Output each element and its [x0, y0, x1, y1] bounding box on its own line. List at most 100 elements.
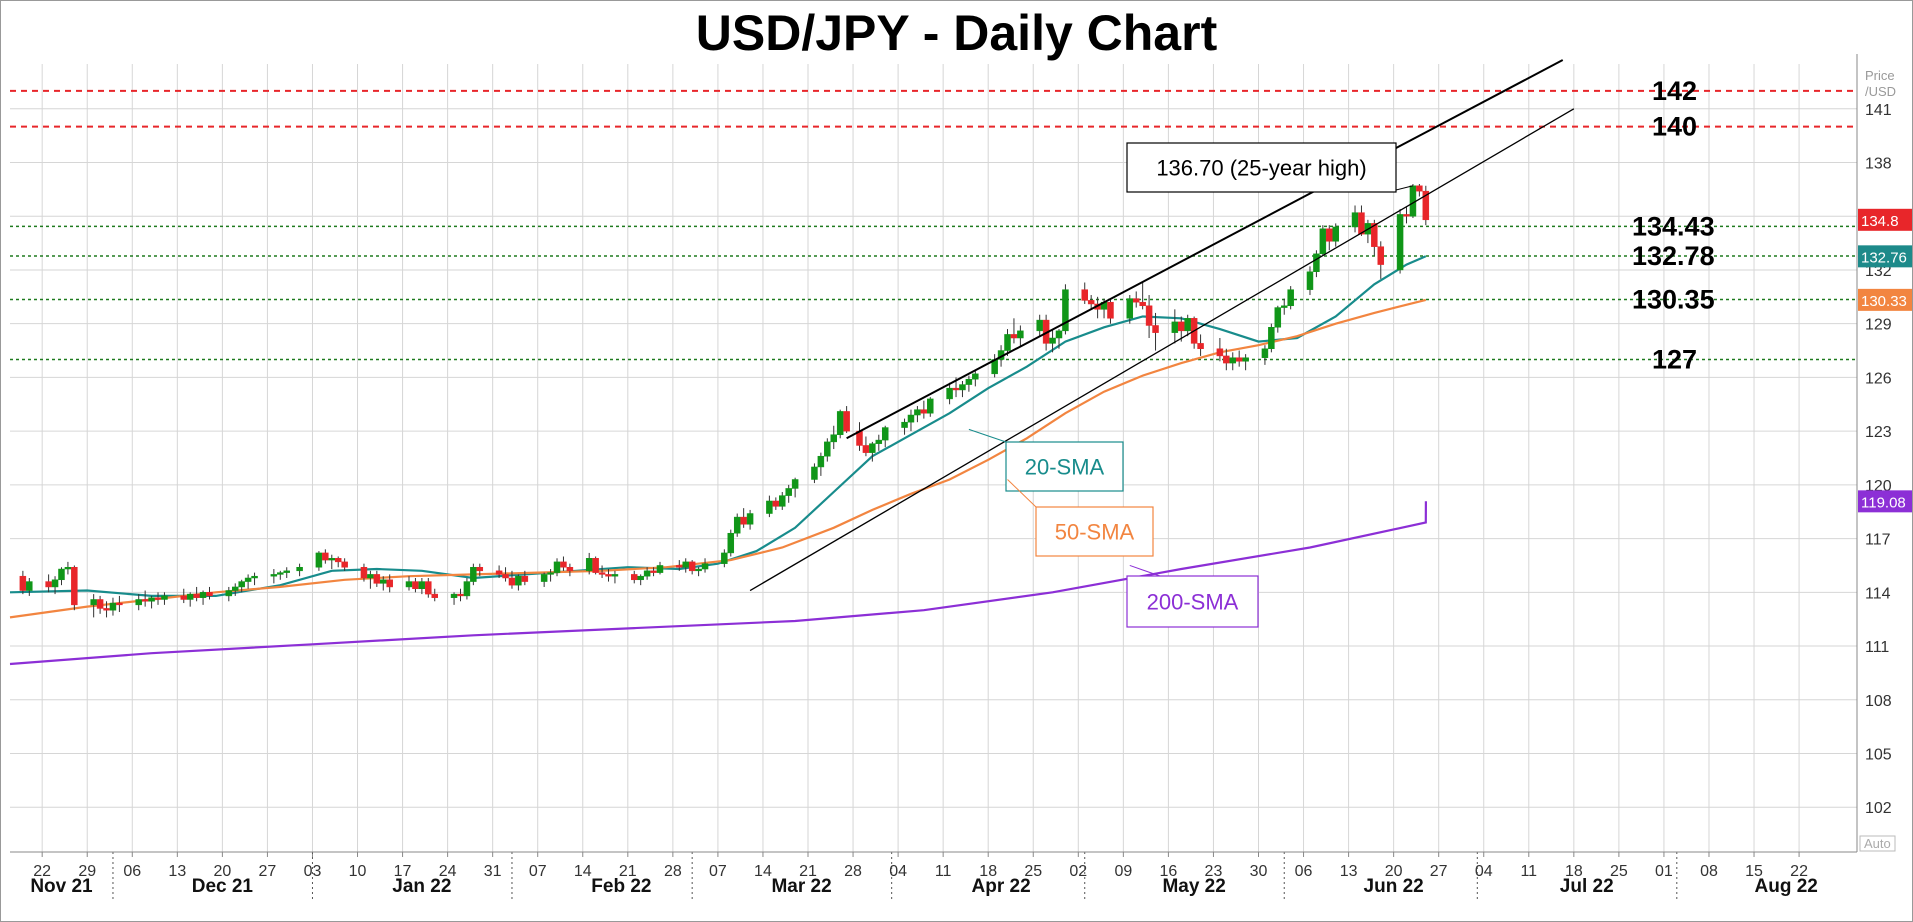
month-label: Dec 21	[192, 876, 254, 897]
candle-body	[244, 577, 252, 582]
price-tag-label: 119.08	[1861, 494, 1906, 511]
annotation-20-sma-box	[1005, 441, 1124, 492]
candle-body	[791, 479, 799, 489]
candle-body	[1235, 357, 1243, 362]
candle-body	[611, 574, 619, 577]
candle-body	[721, 552, 728, 564]
candle-body	[1152, 325, 1159, 333]
axes: 1021051081111141171201231261291321351381…	[10, 54, 1912, 900]
auto-scale-label[interactable]: Auto	[1864, 836, 1891, 851]
candle-body	[727, 532, 735, 554]
x-tick-label: 02	[1069, 863, 1087, 880]
candle-body	[193, 593, 200, 598]
candle-body	[90, 599, 97, 606]
y-tick-label: 114	[1865, 585, 1891, 602]
candle-body	[154, 597, 162, 600]
candle-body	[695, 568, 702, 572]
candle-body	[862, 445, 870, 453]
candle-body	[1197, 343, 1204, 350]
annotations: 136.70 (25-year high) 20-SMA 50-SMA 200-SMA	[968, 142, 1414, 628]
candle-body	[1403, 214, 1410, 217]
x-tick-label: 28	[844, 863, 862, 880]
candle-body	[959, 384, 966, 391]
candle-body	[824, 441, 831, 457]
x-tick-label: 09	[1114, 863, 1132, 880]
month-label: Feb 22	[591, 876, 651, 897]
x-tick-label: 20	[1385, 863, 1403, 880]
x-tick-label: 01	[1655, 863, 1673, 880]
candle-body	[972, 373, 979, 380]
chart-title: USD/JPY - Daily Chart	[695, 5, 1218, 61]
candle-body	[231, 586, 239, 591]
candle-body	[1358, 212, 1365, 235]
candle-body	[463, 581, 471, 597]
x-tick-label: 22	[33, 863, 51, 880]
price-tag-label: 130.33	[1861, 293, 1907, 310]
x-tick-label: 31	[484, 863, 502, 880]
candle-body	[952, 387, 960, 391]
candle-body	[914, 409, 921, 416]
candle-body	[1287, 289, 1294, 307]
candle-body	[51, 579, 59, 588]
candle-body	[1416, 185, 1423, 192]
candle-body	[238, 581, 245, 588]
x-tick-label: 07	[709, 863, 727, 880]
series-20-sma	[9, 255, 1427, 598]
candle-body	[1126, 298, 1134, 319]
candle-body	[425, 581, 432, 595]
channel-upper	[846, 59, 1564, 440]
candle-body	[817, 455, 825, 468]
x-tick-label: 29	[78, 863, 96, 880]
candle-body	[946, 387, 953, 400]
candle-body	[1306, 271, 1314, 290]
candle-body	[1377, 246, 1385, 265]
candle-body	[772, 500, 780, 507]
annotation-200-sma-text: 200-SMA	[1147, 590, 1239, 615]
level-label: 130.35	[1632, 285, 1715, 315]
candle-body	[1371, 223, 1378, 247]
candle-body	[869, 443, 876, 453]
candle-body	[418, 581, 426, 589]
candle-body	[206, 592, 213, 597]
candle-body	[585, 558, 593, 572]
candle-body	[1242, 357, 1249, 362]
candle-body	[1280, 305, 1288, 308]
candle-body	[547, 572, 554, 575]
candle-body	[643, 570, 651, 577]
y-tick-label: 129	[1865, 317, 1892, 334]
candle-body	[58, 568, 65, 581]
annotation-200-sma-box	[1126, 575, 1259, 628]
price-tag-label: 134.8	[1861, 213, 1899, 230]
candle-body	[1396, 214, 1404, 271]
y-tick-label: 108	[1865, 693, 1892, 710]
candle-body	[199, 592, 207, 598]
candle-body	[1055, 330, 1063, 339]
x-tick-label: 04	[1475, 863, 1493, 880]
candle-body	[1351, 212, 1359, 228]
candle-body	[881, 427, 889, 441]
candle-body	[1313, 253, 1320, 272]
candle-body	[811, 466, 818, 480]
month-label: Jan 22	[392, 876, 451, 897]
auto-scale-box[interactable]	[1859, 835, 1896, 852]
candle-body	[1261, 348, 1269, 358]
month-label: Apr 22	[972, 876, 1031, 897]
trend-channel	[749, 59, 1575, 592]
y-axis-unit: /USD	[1865, 84, 1896, 99]
candle-body	[1274, 307, 1282, 328]
candle-body	[341, 561, 348, 568]
candle-body	[920, 409, 928, 414]
candle-body	[1139, 301, 1146, 307]
candle-body	[315, 552, 323, 568]
month-label: Nov 21	[30, 876, 93, 897]
candle-body	[676, 565, 683, 568]
candle-body	[476, 566, 484, 572]
candle-body	[1332, 226, 1339, 242]
x-tick-label: 07	[529, 863, 547, 880]
candle-body	[431, 593, 438, 598]
annotation-50-sma-box	[1035, 506, 1154, 557]
candle-body	[180, 595, 188, 600]
candle-body	[225, 590, 233, 597]
candle-body	[965, 378, 973, 385]
